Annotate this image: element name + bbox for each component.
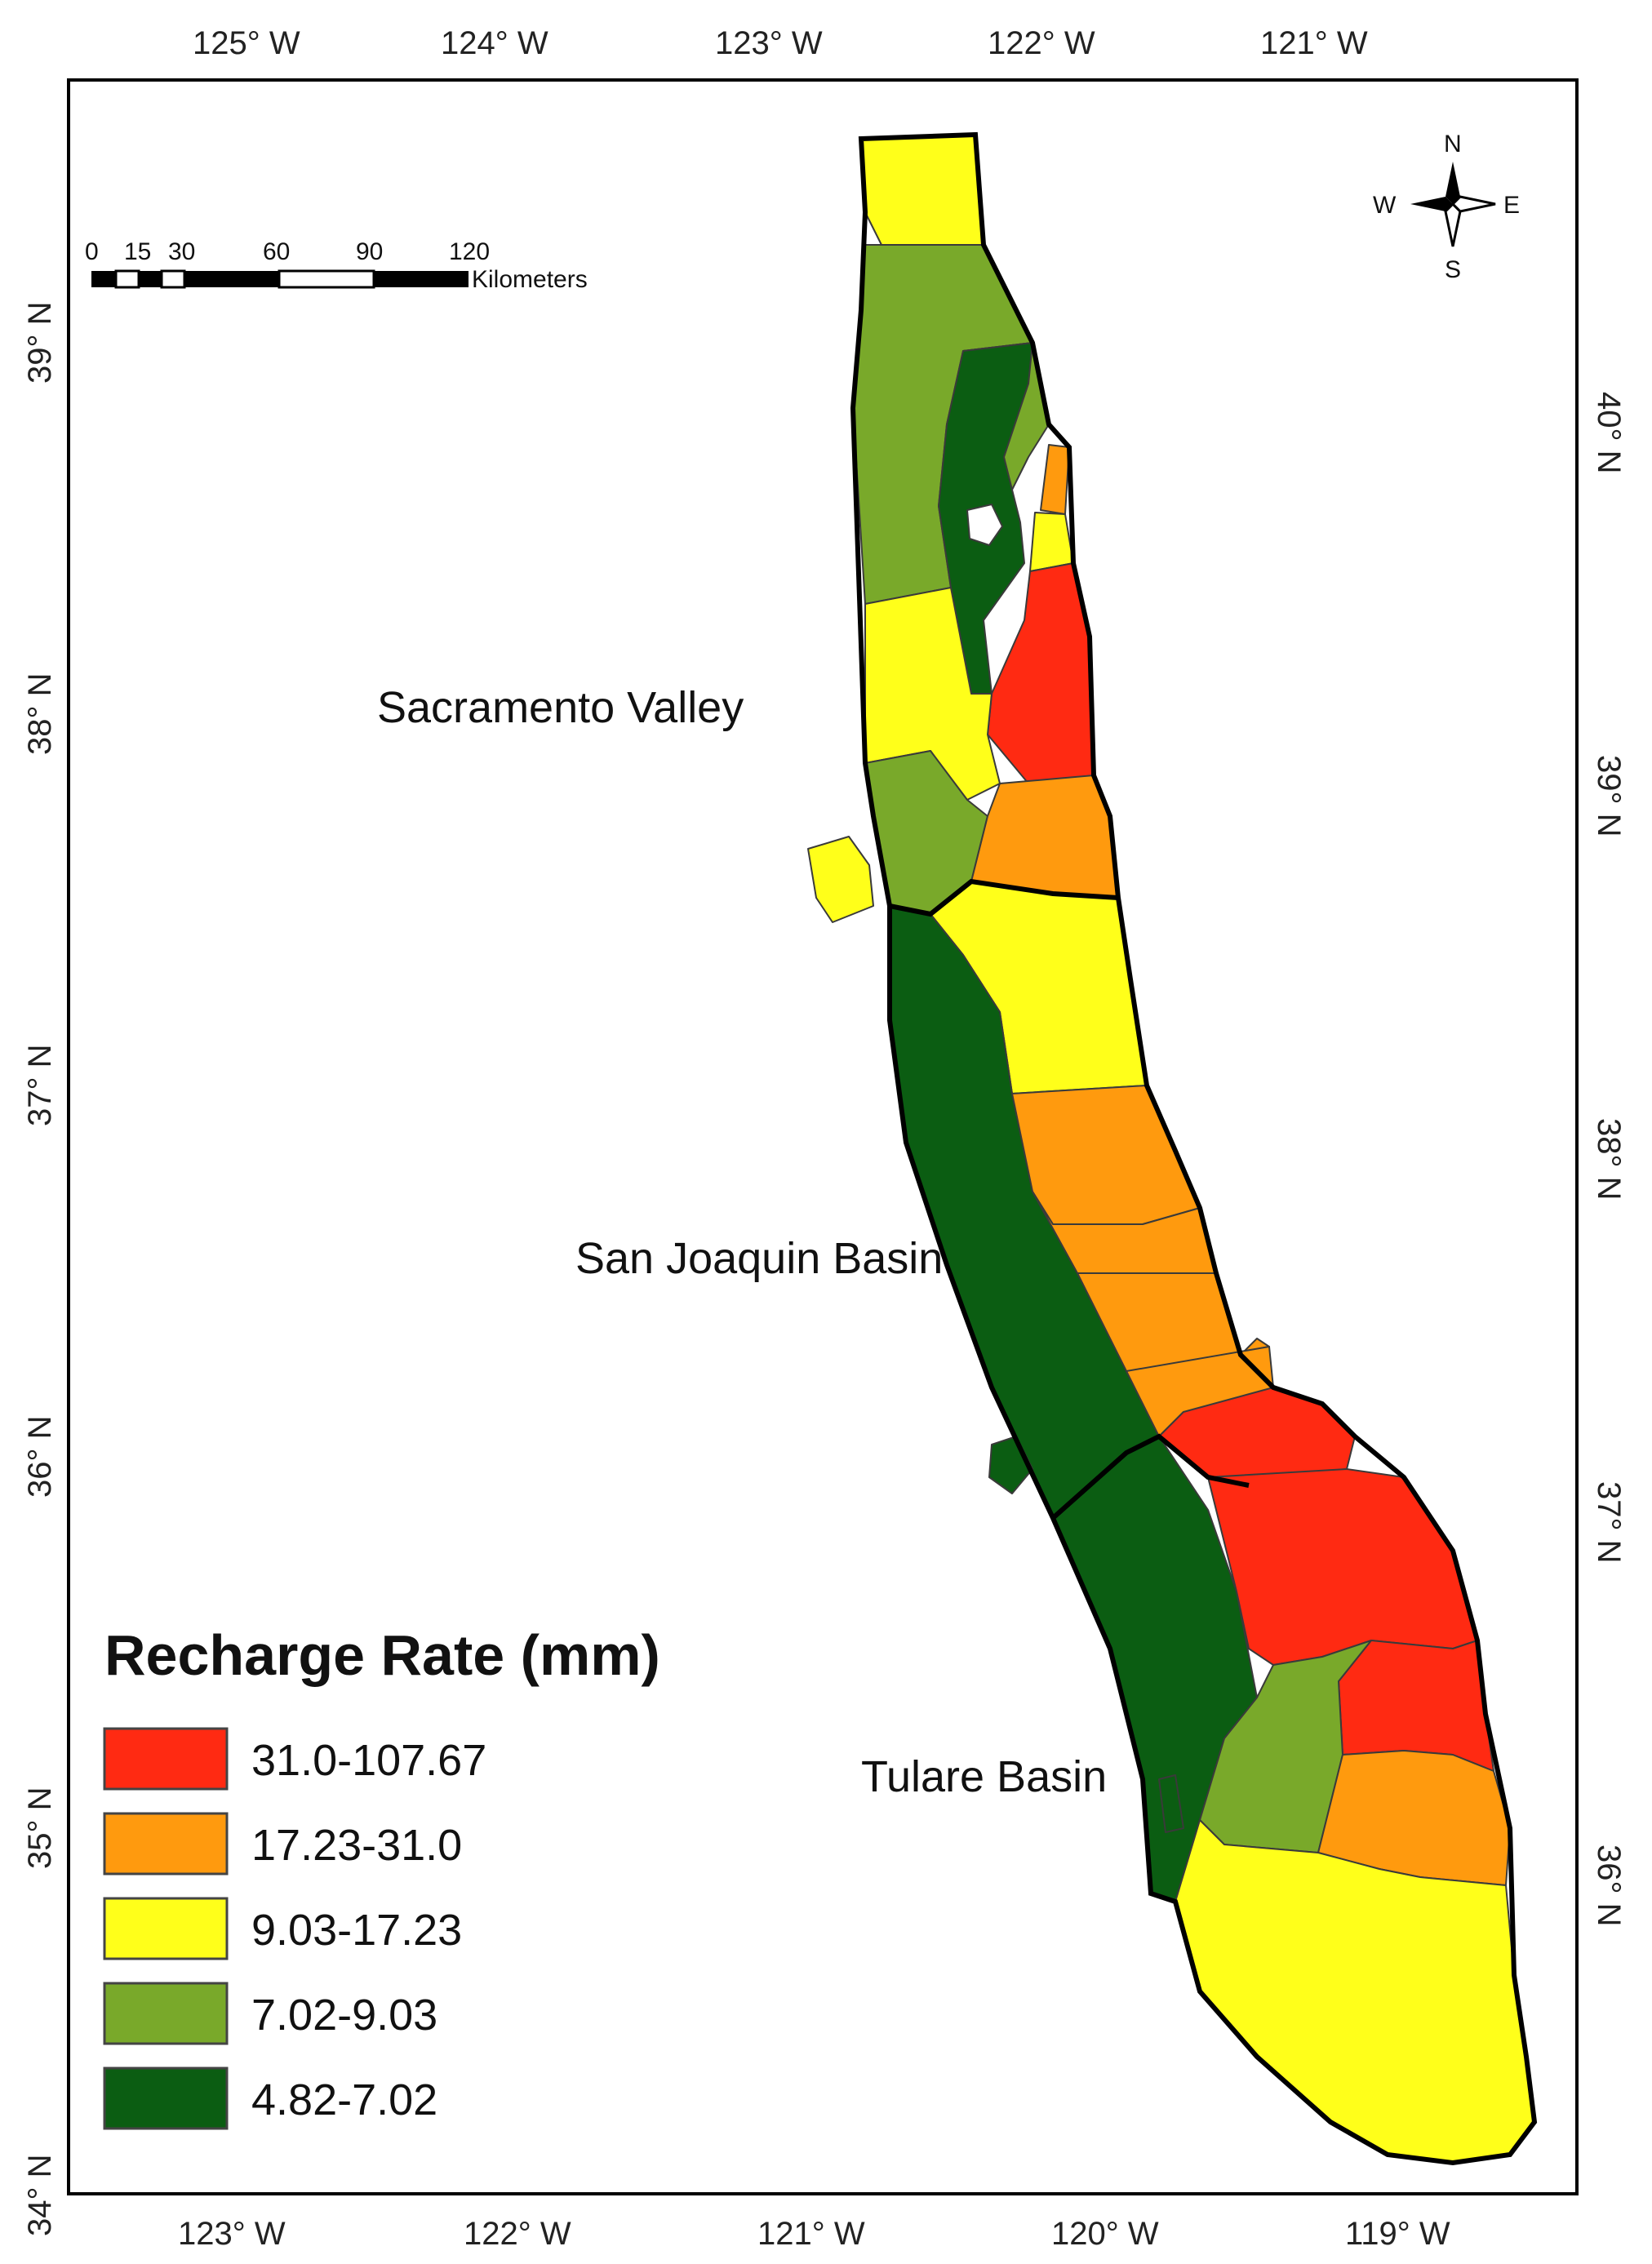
bottom-tick: 121° W [757, 2216, 865, 2252]
bottom-tick: 122° W [464, 2216, 571, 2252]
bottom-tick: 119° W [1345, 2216, 1450, 2252]
compass-w: W [1373, 192, 1397, 219]
bottom-tick: 123° W [178, 2216, 286, 2252]
legend-item: 7.02-9.03 [103, 1982, 437, 2045]
legend-item: 9.03-17.23 [103, 1897, 462, 1960]
legend-item: 31.0-107.67 [103, 1727, 486, 1791]
right-latitude-ticks: 40° N 39° N 38° N 37° N 36° N [1591, 392, 1627, 1927]
compass-s: S [1445, 256, 1461, 283]
scale-label: 30 [168, 238, 195, 265]
legend-item: 17.23-31.0 [103, 1812, 462, 1876]
label-sacramento-valley: Sacramento Valley [377, 683, 744, 732]
scale-label: 60 [263, 238, 290, 265]
legend-label: 4.82-7.02 [251, 2075, 437, 2124]
zone-yellow [1029, 512, 1074, 572]
right-tick: 37° N [1591, 1481, 1627, 1564]
bottom-longitude-ticks: 123° W 122° W 121° W 120° W 119° W [178, 2216, 1450, 2252]
top-tick: 121° W [1260, 25, 1368, 61]
scale-label: 120 [449, 238, 490, 265]
right-tick: 38° N [1591, 1118, 1627, 1201]
valley-polygons [807, 134, 1535, 2164]
scale-seg [139, 271, 162, 287]
right-tick: 36° N [1591, 1844, 1627, 1927]
scale-label: 15 [124, 238, 151, 265]
label-tulare-basin: Tulare Basin [861, 1752, 1107, 1801]
scale-seg [278, 269, 375, 289]
scale-unit: Kilometers [472, 266, 588, 293]
legend-label: 7.02-9.03 [251, 1991, 437, 2040]
zone-yellow [860, 134, 984, 246]
legend: Recharge Rate (mm) 31.0-107.67 17.23-31.… [103, 1623, 660, 2130]
zone-yellow [807, 836, 874, 923]
top-tick: 122° W [988, 25, 1095, 61]
scale-seg [184, 271, 279, 287]
island-darkgreen [1158, 1774, 1184, 1833]
bottom-tick: 120° W [1051, 2216, 1159, 2252]
compass-n: N [1444, 131, 1462, 158]
left-tick: 37° N [22, 1045, 58, 1127]
left-tick: 35° N [22, 1787, 58, 1870]
left-latitude-ticks: 39° N 38° N 37° N 36° N 35° N 34° N [22, 302, 58, 2237]
legend-label: 17.23-31.0 [251, 1821, 462, 1870]
right-tick: 39° N [1591, 755, 1627, 837]
left-tick: 38° N [22, 673, 58, 756]
top-tick: 124° W [441, 25, 548, 61]
sj-tulare-boundary [1051, 1433, 1250, 1520]
legend-swatch [103, 1727, 229, 1791]
scale-seg [114, 269, 140, 289]
top-tick: 125° W [193, 25, 300, 61]
lake-hole [966, 504, 1003, 546]
left-tick: 39° N [22, 302, 58, 384]
legend-item: 4.82-7.02 [103, 2066, 437, 2130]
compass-needle [1446, 162, 1460, 204]
legend-title: Recharge Rate (mm) [104, 1623, 660, 1687]
top-tick: 123° W [715, 25, 823, 61]
top-longitude-ticks: 125° W 124° W 123° W 122° W 121° W [193, 25, 1368, 61]
scale-seg [91, 271, 116, 287]
legend-swatch [103, 1982, 229, 2045]
legend-swatch [103, 1812, 229, 1876]
left-tick: 34° N [22, 2155, 58, 2237]
left-tick: 36° N [22, 1416, 58, 1498]
compass-e: E [1503, 192, 1520, 219]
legend-swatch [103, 1897, 229, 1960]
right-tick: 40° N [1591, 392, 1627, 474]
legend-label: 9.03-17.23 [251, 1906, 462, 1955]
north-arrow: N S E W [1373, 131, 1520, 283]
valley-outline [850, 131, 1538, 2166]
legend-label: 31.0-107.67 [251, 1736, 486, 1785]
basin-boundaries [850, 131, 1538, 2166]
compass-needle [1410, 197, 1453, 211]
scale-seg [160, 269, 186, 289]
scale-label: 0 [85, 238, 99, 265]
label-san-joaquin-basin: San Joaquin Basin [575, 1234, 943, 1283]
scale-bar: 0 15 30 60 90 120 Kilometers [85, 238, 588, 293]
scale-label: 90 [356, 238, 383, 265]
legend-swatch [103, 2066, 229, 2130]
scale-seg [374, 271, 469, 287]
sac-sj-boundary [889, 878, 1119, 917]
